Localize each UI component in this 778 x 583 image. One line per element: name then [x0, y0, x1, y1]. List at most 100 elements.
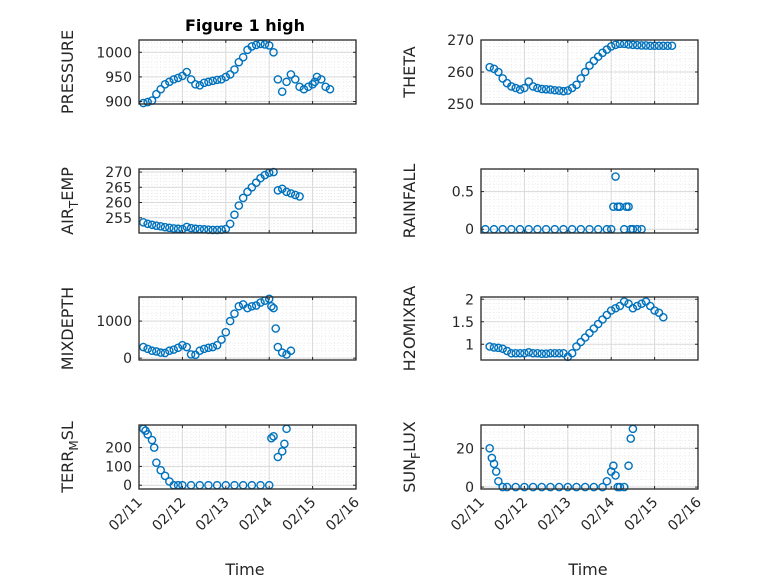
data-point — [182, 342, 192, 352]
data-point — [502, 346, 512, 356]
y-axis-label: AIRTEMP — [58, 167, 81, 235]
data-point — [615, 301, 625, 311]
data-point — [173, 343, 183, 353]
data-point — [602, 310, 612, 320]
data-point — [152, 221, 161, 230]
data-point — [280, 439, 289, 449]
data-point — [269, 48, 278, 57]
y-axis-label: TERRMSL — [58, 421, 81, 494]
data-point — [282, 187, 291, 197]
data-point — [498, 344, 508, 354]
data-point — [511, 348, 521, 358]
data-point — [295, 192, 304, 201]
y-tick-label: 0 — [465, 480, 474, 496]
data-point — [143, 430, 152, 439]
data-point — [563, 482, 573, 492]
data-point — [238, 193, 248, 203]
data-point — [498, 74, 508, 83]
data-point — [637, 299, 646, 309]
data-point — [165, 77, 174, 87]
data-point — [156, 348, 165, 357]
data-point — [225, 316, 235, 326]
data-point — [204, 343, 213, 353]
y-axis-label: H2OMIXRA — [400, 286, 419, 372]
subplot-6: 1 1.5 2 H2OMIXRA — [400, 286, 699, 372]
y-tick-label: 1000 — [96, 314, 132, 330]
data-point — [611, 303, 620, 313]
data-point — [507, 82, 516, 91]
data-point — [563, 86, 573, 95]
data-point — [251, 178, 261, 188]
data-point — [567, 348, 577, 358]
data-point — [208, 76, 218, 86]
data-point — [654, 308, 664, 318]
data-point — [269, 303, 278, 313]
data-point — [267, 301, 276, 311]
y-tick-label: 2 — [465, 292, 474, 308]
data-point — [554, 348, 564, 358]
data-point — [277, 447, 287, 456]
data-point — [238, 52, 248, 62]
data-point — [580, 482, 590, 492]
data-point — [572, 482, 581, 492]
figure-title: Figure 1 high — [185, 16, 305, 35]
data-point — [169, 224, 179, 233]
data-point — [537, 84, 547, 94]
data-point — [182, 67, 192, 77]
data-point — [267, 433, 276, 443]
data-point — [152, 458, 161, 467]
y-tick-label: 255 — [105, 211, 132, 227]
data-point — [632, 40, 642, 50]
data-point — [260, 40, 270, 49]
data-point — [550, 348, 560, 358]
data-point — [264, 294, 274, 304]
data-point — [667, 41, 677, 51]
data-point — [149, 443, 159, 452]
axes-box — [480, 296, 699, 361]
data-point — [541, 84, 551, 94]
y-tick-label: 950 — [105, 70, 132, 86]
subplot-1: 900 950 1000 PRESSURE — [58, 30, 357, 114]
data-point — [312, 72, 322, 82]
data-point — [160, 222, 170, 232]
data-point — [208, 342, 218, 352]
data-point — [628, 303, 638, 313]
data-point — [507, 348, 516, 358]
data-point — [485, 342, 494, 351]
data-point — [160, 348, 170, 358]
data-point — [143, 219, 152, 229]
data-point — [273, 75, 283, 84]
data-point — [491, 467, 501, 476]
data-point — [528, 482, 538, 492]
data-point — [546, 348, 555, 358]
data-point — [316, 75, 326, 84]
data-point — [156, 465, 165, 475]
data-point — [645, 41, 655, 51]
data-point — [147, 220, 157, 230]
data-point — [152, 89, 161, 99]
data-point — [212, 75, 222, 85]
data-point — [143, 97, 152, 107]
data-point — [325, 84, 335, 94]
data-point — [230, 65, 239, 74]
axes-box — [138, 39, 357, 105]
data-point — [654, 41, 664, 51]
data-point — [494, 67, 503, 77]
data-point — [299, 84, 309, 94]
data-point — [650, 306, 659, 315]
data-point — [160, 80, 170, 89]
data-point — [624, 461, 633, 471]
data-point — [645, 301, 655, 311]
y-tick-label: 100 — [105, 459, 132, 475]
data-point — [234, 301, 244, 311]
data-point — [247, 182, 257, 192]
data-point — [541, 349, 551, 359]
data-point — [602, 476, 612, 486]
data-point — [256, 298, 265, 307]
data-point — [221, 327, 231, 337]
data-point — [225, 219, 235, 229]
data-point — [199, 78, 209, 88]
data-point — [195, 346, 205, 356]
data-point — [546, 482, 555, 492]
